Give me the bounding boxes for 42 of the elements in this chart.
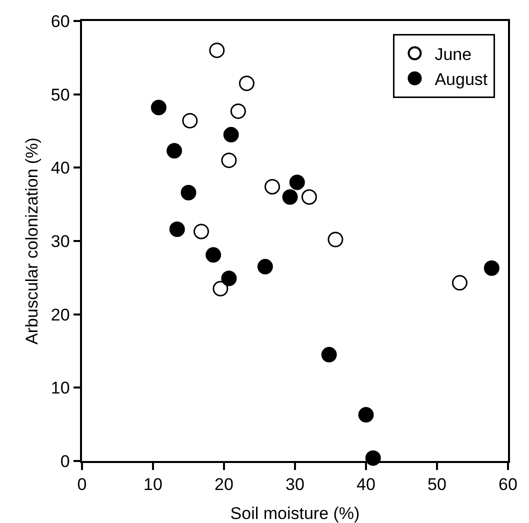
x-tick-label: 40 [356,475,376,494]
point [264,178,280,194]
point [221,152,237,168]
point [209,42,225,58]
x-tick-label: 60 [498,475,518,494]
y-tick-label: 10 [50,378,70,398]
point [301,189,317,205]
point [358,407,374,423]
point [194,224,210,240]
point [212,280,228,296]
y-tick-label: 0 [60,452,70,471]
y-tick-label: 20 [50,305,70,324]
y-axis-title: Arbuscular colonization (%) [22,138,42,344]
point [282,189,298,205]
point [206,247,222,263]
y-tick-label: 40 [50,158,70,178]
point [238,76,254,92]
point [289,174,305,190]
y-tick-label: 50 [50,85,70,104]
x-tick-label: 30 [286,475,304,494]
point [166,143,182,159]
point [257,258,273,274]
point [169,222,185,238]
legend-label: August [434,70,488,89]
point [182,112,198,128]
x-tick-label: 20 [214,475,234,494]
legend-label: June [434,44,472,64]
x-tick-label: 50 [428,475,446,494]
point [484,260,500,276]
point [180,184,196,200]
point [230,103,246,119]
x-axis-title: Soil moisture (%) [230,504,360,523]
point [321,346,337,362]
point [328,232,344,248]
point [452,275,468,291]
y-tick-label: 30 [50,232,70,251]
x-tick-label: 10 [144,475,162,494]
point [223,126,239,142]
y-tick-label: 60 [50,12,70,31]
point [221,270,237,286]
x-tick-label: 0 [77,475,87,494]
point [150,100,166,116]
